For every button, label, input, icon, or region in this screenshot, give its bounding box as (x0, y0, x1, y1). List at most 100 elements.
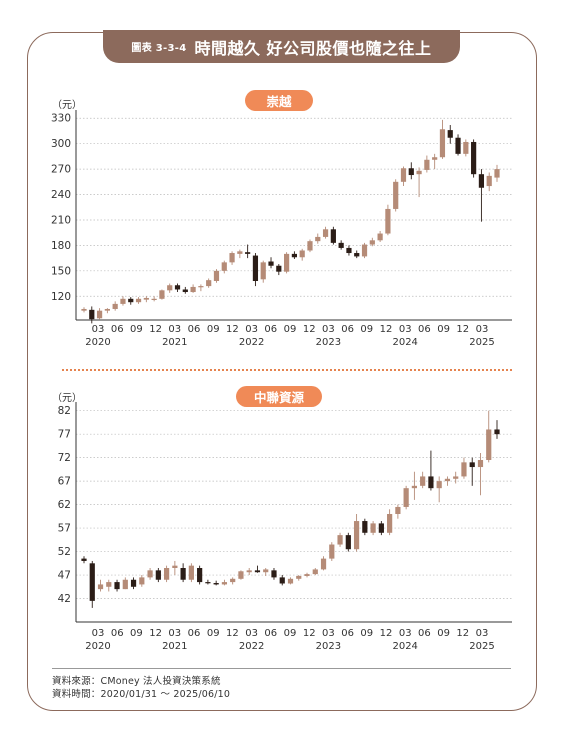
chart-1-candle-body (159, 290, 165, 299)
chart-2-y-tick-label: 62 (58, 499, 71, 511)
chart-1-candle-body (268, 261, 274, 266)
chart-2-title: 中聯資源 (253, 390, 304, 405)
chart-2-candle-body (130, 579, 137, 587)
chart-2-x-tick-label: 12 (456, 628, 469, 639)
chart-2-x-tick-label: 09 (360, 628, 373, 639)
chart-1-x-tick-label: 12 (380, 324, 393, 335)
chart-2-y-tick-label: 77 (58, 429, 71, 441)
chart-2-candle-body (205, 582, 211, 584)
chart-1-x-tick-label: 09 (360, 324, 373, 335)
chart-1-candle-body (494, 169, 500, 178)
chart-1-candle-body (455, 137, 461, 154)
chart-1-x-tick-label: 06 (341, 324, 354, 335)
chart-2-candle-body (296, 575, 302, 579)
chart-2-x-tick-label: 06 (341, 628, 354, 639)
chart-1-candle-body (104, 308, 110, 311)
chart-1-candle-body (393, 181, 399, 209)
outer-frame (27, 32, 537, 711)
chart-2-candle-body (444, 478, 451, 482)
chart-1-candle-body (120, 298, 126, 304)
chart-2-candle-body (263, 569, 269, 573)
chart-2-candle-body (329, 544, 335, 559)
chart-2-year-label: 2024 (392, 641, 417, 652)
chart-1-x-tick-label: 03 (92, 324, 105, 335)
chart-1-y-tick-label: 120 (51, 291, 71, 303)
chart-2-candle-body (312, 569, 318, 575)
chart-2-candle-body (461, 462, 467, 477)
chart-1-candle-body (135, 298, 142, 303)
chart-2-candle-body (89, 563, 95, 601)
chart-2-title-badge: 中聯資源 (236, 386, 322, 407)
chart-2-x-tick-label: 06 (188, 628, 201, 639)
chart-2-candle-body (370, 523, 376, 533)
chart-2-candle-body (139, 577, 145, 585)
chart-1-candle-body (81, 308, 87, 311)
chart-2-candle-body (106, 582, 112, 587)
chart-2-candle-body (304, 574, 310, 576)
chart-2-y-tick-label: 47 (58, 570, 71, 582)
chart-1-candle-body (361, 244, 368, 257)
chart-2-candle-body (97, 584, 104, 590)
chart-1-x-tick-label: 12 (226, 324, 239, 335)
chart-2-x-tick-label: 03 (399, 628, 412, 639)
chart-1-candle-body (213, 270, 220, 282)
panel-divider (62, 369, 512, 371)
chart-2-candle-body (197, 568, 203, 583)
chart-1-x-tick-label: 12 (149, 324, 162, 335)
chart-2-x-tick-label: 09 (207, 628, 220, 639)
chart-1-candle-body (385, 208, 391, 234)
chart-1-candle-body (307, 241, 313, 251)
chart-2-candle-body (403, 488, 409, 507)
chart-2-x-tick-label: 12 (226, 628, 239, 639)
chart-2-candle-body (188, 565, 194, 580)
chart-2-candle-body (378, 523, 384, 533)
chart-1-candle-body (198, 286, 204, 288)
chart-2-candle-body (337, 535, 343, 545)
chart-2-candle-body (494, 429, 500, 435)
chart-2-x-tick-label: 03 (92, 628, 105, 639)
chart-2-candle-body (246, 570, 252, 573)
chart-1-y-tick-label: 180 (51, 240, 71, 252)
chart-2-candle-body (320, 558, 327, 570)
chart-1-x-tick-label: 12 (456, 324, 469, 335)
chart-1-x-tick-label: 06 (264, 324, 277, 335)
chart-2-x-tick-label: 09 (130, 628, 143, 639)
chart-1-x-tick-label: 03 (322, 324, 335, 335)
chart-1-candle-body (463, 141, 469, 154)
chart-2-candle-body (155, 570, 161, 580)
chart-2-x-tick-label: 06 (418, 628, 431, 639)
chart-1-candle-body (346, 247, 352, 254)
chart-2-x-tick-label: 06 (264, 628, 277, 639)
chart-1-candle-body (315, 236, 321, 242)
chart-2-candle-body (345, 535, 351, 550)
chart-2-candle-body (420, 476, 426, 486)
chart-2-candle-body (287, 578, 294, 584)
chart-1-candle-body (143, 297, 149, 300)
chart-1-title-badge: 崇越 (245, 90, 313, 111)
figure-tag: 圖表 3-3-4 (131, 43, 187, 54)
chart-2-candle-body (428, 476, 434, 489)
chart-1-x-tick-label: 12 (303, 324, 316, 335)
chart-2-candle-body (164, 568, 170, 580)
chart-1-y-tick-label: 300 (51, 138, 71, 150)
chart-1-candle-body (424, 159, 430, 170)
chart-2-year-label: 2021 (162, 641, 187, 652)
chart-1-candle-body (439, 129, 446, 158)
chart-1-candle-body (408, 168, 414, 176)
chart-2-x-tick-label: 12 (149, 628, 162, 639)
chart-2-x-tick-label: 03 (168, 628, 181, 639)
chart-1-x-tick-label: 09 (207, 324, 220, 335)
chart-1-candle-body (221, 262, 227, 271)
chart-1-candle-body (276, 265, 282, 272)
chart-1-x-tick-label: 03 (399, 324, 412, 335)
chart-1-year-label: 2022 (239, 337, 264, 348)
chart-1-x-tick-label: 03 (168, 324, 181, 335)
chart-2-candle-body (271, 570, 277, 578)
chart-2-y-unit-label: （元） (52, 392, 82, 404)
chart-1-y-tick-label: 150 (51, 265, 71, 277)
chart-2-year-label: 2023 (316, 641, 341, 652)
chart-2-candle-body (395, 506, 401, 514)
chart-1-x-tick-label: 09 (437, 324, 450, 335)
chart-2-candle-body (469, 462, 475, 468)
chart-1-candle-body (354, 253, 360, 257)
